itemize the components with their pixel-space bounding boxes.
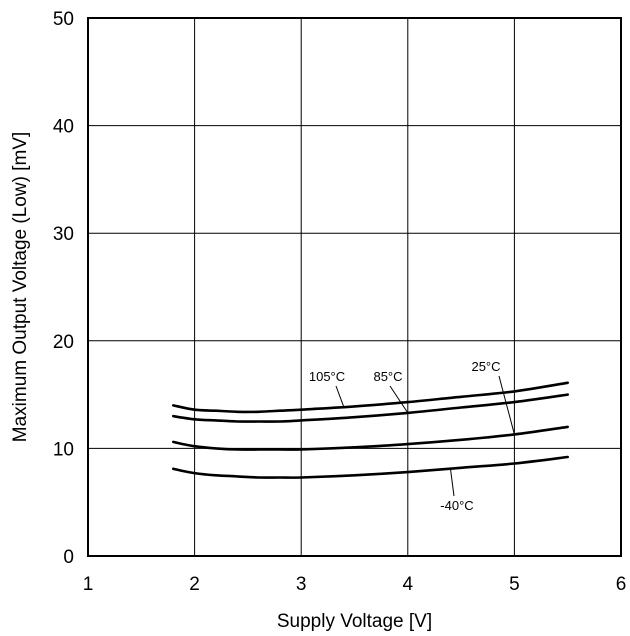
x-tick-label: 4 (403, 574, 414, 595)
leader-line-minus40c (449, 468, 455, 497)
y-tick-label: 40 (53, 117, 74, 138)
y-axis-label: Maximum Output Voltage (Low) [mV] (10, 132, 31, 442)
series-label-85c: 85°C (373, 369, 402, 384)
series-line-25c (172, 425, 569, 451)
x-tick-label: 2 (189, 574, 200, 595)
series-label-105c: 105°C (309, 369, 345, 384)
x-tick-label: 6 (616, 574, 627, 595)
leader-line-105c (335, 385, 345, 408)
x-tick-label: 5 (509, 574, 520, 595)
series-curves (172, 381, 569, 479)
series-label-minus40c: -40°C (440, 498, 473, 513)
series-labels: 105°C 85°C 25°C -40°C (309, 359, 501, 513)
x-tick-label: 1 (83, 574, 94, 595)
plot-frame (87, 17, 622, 557)
leader-line-85c (389, 385, 409, 414)
y-tick-label: 30 (53, 224, 74, 245)
series-label-25c: 25°C (471, 359, 500, 374)
x-tick-label: 3 (296, 574, 307, 595)
series-line-minus40c (172, 455, 569, 479)
x-tick-labels: 1 2 3 4 5 6 (83, 574, 627, 595)
leader-line-25c (498, 375, 515, 435)
y-tick-label: 0 (63, 547, 74, 568)
series-line-85c (172, 393, 569, 423)
y-tick-label: 20 (53, 332, 74, 353)
y-tick-labels: 0 10 20 30 40 50 (53, 9, 74, 568)
x-axis-label: Supply Voltage [V] (277, 611, 432, 632)
y-tick-label: 10 (53, 439, 74, 460)
label-leaders (335, 375, 515, 497)
series-line-105c (172, 381, 569, 414)
y-tick-label: 50 (53, 9, 74, 30)
